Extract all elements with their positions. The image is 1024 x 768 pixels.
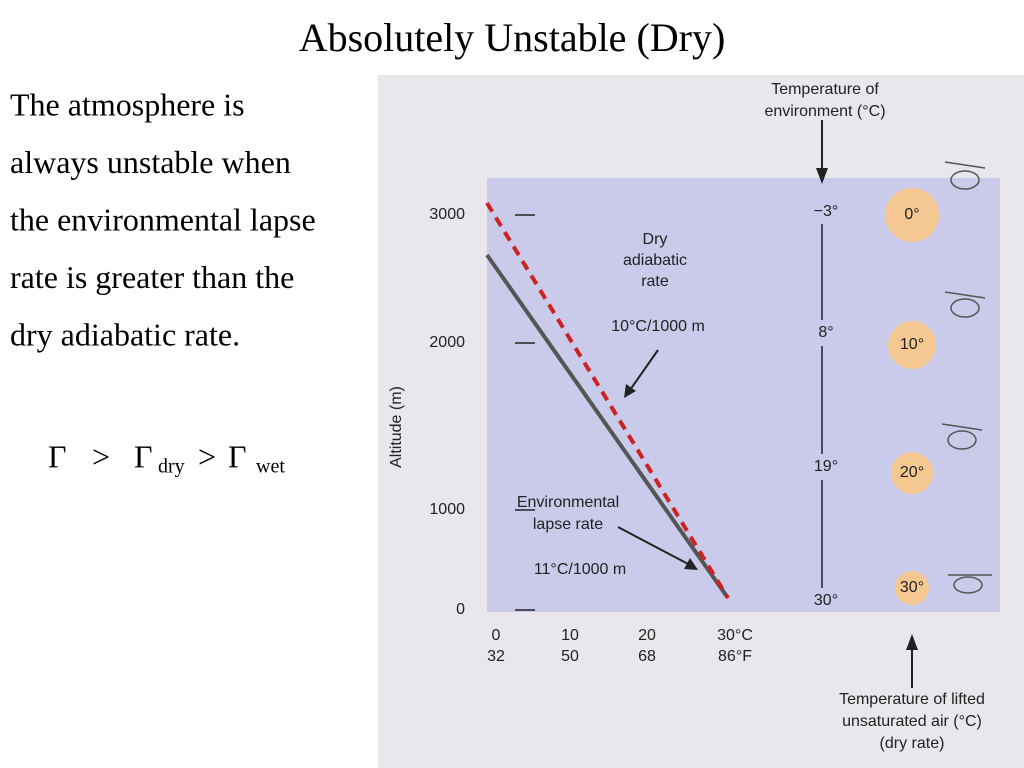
dry-label: Dry — [643, 231, 668, 248]
env-temp: −3° — [814, 203, 839, 220]
parcel-label: (dry rate) — [880, 735, 945, 752]
body-line: rate is greater than the — [10, 259, 294, 295]
altitude-label: 1000 — [429, 501, 465, 518]
dry-adiabatic-line — [485, 201, 730, 600]
formula-part: Γ — [228, 438, 247, 474]
x-label-c: 30°C — [717, 627, 753, 644]
body-line: dry adiabatic rate. — [10, 316, 240, 352]
env-label: Temperature of — [771, 81, 879, 98]
parcel — [888, 321, 936, 369]
formula-part: wet — [256, 456, 285, 478]
dry-label: adiabatic — [623, 252, 687, 269]
y-axis-title: Altitude (m) — [388, 386, 405, 468]
parcel — [895, 571, 929, 605]
formula-part: > — [198, 438, 216, 474]
env-lapse-label: lapse rate — [533, 516, 603, 533]
slide-title: Absolutely Unstable (Dry) — [299, 15, 726, 60]
x-label-f: 50 — [561, 648, 579, 665]
x-label-c: 0 — [492, 627, 501, 644]
x-label-c: 10 — [561, 627, 579, 644]
pointer-head — [684, 558, 698, 570]
env-label: environment (°C) — [764, 103, 885, 120]
body-line: The atmosphere is — [10, 86, 245, 122]
x-label-c: 20 — [638, 627, 656, 644]
pointer — [617, 526, 691, 566]
x-label-f: 86°F — [718, 648, 752, 665]
body-line: the environmental lapse — [10, 201, 316, 237]
parcel-temp: 10° — [900, 336, 924, 353]
pointer — [629, 349, 659, 391]
formula-part: > — [92, 438, 110, 474]
helicopter-icons — [941, 161, 992, 594]
parcel-temp: 20° — [900, 464, 924, 481]
formula-part: Γ — [134, 438, 153, 474]
env-arrow-head — [816, 168, 828, 184]
altitude-label: 2000 — [429, 334, 465, 351]
parcel-temp: 30° — [900, 579, 924, 596]
figure-panel — [487, 178, 1000, 612]
x-label-f: 32 — [487, 648, 505, 665]
parcel — [885, 188, 939, 242]
altitude-label: 0 — [456, 601, 465, 618]
x-label-f: 68 — [638, 648, 656, 665]
parcel-label: Temperature of lifted — [839, 691, 985, 708]
pointer-head — [624, 384, 636, 398]
dry-label: rate — [641, 273, 669, 290]
parcel-arrow-head — [906, 634, 918, 650]
env-rate: 11°C/1000 m — [534, 561, 626, 578]
env-temp: 8° — [818, 324, 833, 341]
dry-rate: 10°C/1000 m — [611, 318, 705, 335]
parcel-temp: 0° — [904, 206, 919, 223]
formula-part: dry — [158, 456, 185, 478]
env-lapse-label: Environmental — [517, 494, 619, 511]
env-temp: 30° — [814, 592, 838, 609]
altitude-label: 3000 — [429, 206, 465, 223]
body-line: always unstable when — [10, 144, 291, 180]
formula-part: Γ — [48, 438, 67, 474]
parcel-label: unsaturated air (°C) — [842, 713, 982, 730]
env-temp: 19° — [814, 458, 838, 475]
parcel — [891, 452, 933, 494]
environmental-lapse-line — [485, 253, 730, 600]
altitude-ticks — [515, 214, 535, 611]
